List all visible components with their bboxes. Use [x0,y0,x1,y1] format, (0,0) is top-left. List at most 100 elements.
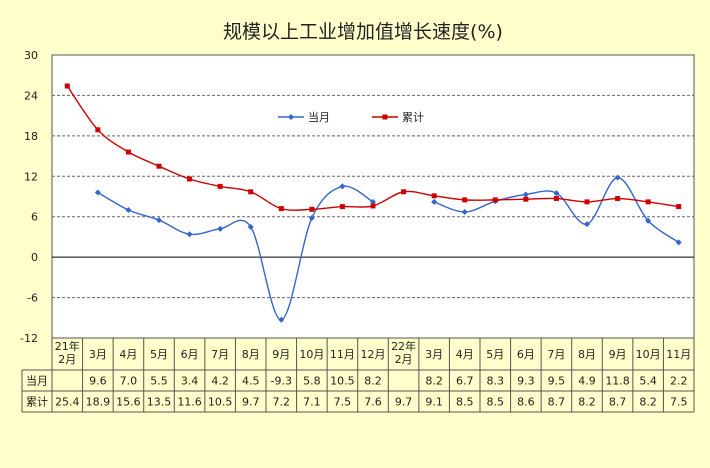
data-label: 15.6 [116,396,141,409]
x-tick-label: 4月 [456,348,474,361]
table-row-label: 累计 [26,396,48,409]
data-point [339,204,345,210]
data-label: 7.2 [273,396,291,409]
y-axis: -12 -6 0 6 12 18 24 30 [20,49,38,345]
x-tick-label: 2月 [395,353,413,366]
data-point [645,199,651,205]
y-tick-label: 0 [31,251,38,264]
x-tick-label: 21年 [55,339,80,353]
data-label: 8.2 [639,396,657,409]
data-point [187,176,193,182]
data-label: 8.5 [456,396,474,409]
data-point [431,193,437,199]
table-row-label: 当月 [26,374,48,388]
data-point [462,197,468,203]
data-point [94,189,101,196]
x-tick-label: 3月 [425,348,443,361]
data-point [156,217,162,224]
data-point [553,190,560,197]
x-tick-label: 3月 [89,348,107,361]
plot-area [51,54,695,339]
legend-label: 当月 [308,110,330,124]
x-tick-label: 4月 [119,348,137,361]
data-label: 11.8 [605,375,630,388]
x-tick-label: 8月 [578,348,596,361]
data-label: 9.6 [89,375,107,388]
data-label: 6.7 [456,375,474,388]
data-point [584,199,590,205]
chart-title: 规模以上工业增加值增长速度(%) [223,21,503,43]
y-tick-label: 12 [24,170,38,183]
data-point [614,174,621,181]
x-tick-label: 9月 [272,348,290,361]
x-tick-label: 10月 [299,348,324,361]
data-label: 2.2 [670,375,688,388]
x-tick-label: 8月 [242,348,260,361]
y-tick-label: -12 [20,332,38,345]
data-point [156,163,162,169]
data-point [431,198,438,205]
data-point [401,189,407,195]
data-label: 10.5 [330,375,355,388]
x-tick-label: 2月 [58,353,76,366]
y-tick-label: 18 [24,130,38,143]
data-label: 3.4 [181,375,199,388]
y-tick-label: -6 [27,292,38,305]
data-point [676,204,682,210]
data-label: 8.2 [364,375,382,388]
data-label: 13.5 [147,396,172,409]
data-label: 7.0 [120,375,138,388]
x-tick-label: 11月 [330,348,355,361]
y-tick-label: 24 [24,89,38,102]
data-label: -9.3 [271,375,292,388]
data-point [64,83,70,89]
data-label: 25.4 [55,396,80,409]
x-tick-label: 7月 [211,348,229,361]
data-point [523,196,529,202]
grid-layer [51,54,695,339]
series-line-monthly [97,185,374,321]
series-layer [64,83,682,323]
data-label: 9.7 [395,396,413,409]
data-label: 9.3 [517,375,535,388]
data-point [308,215,315,222]
data-point [522,191,529,198]
data-point [125,206,132,213]
data-label: 9.1 [425,396,443,409]
legend-marker [288,114,294,120]
data-point [645,217,652,224]
data-label: 8.2 [425,375,443,388]
data-label: 7.1 [303,396,321,409]
data-label: 9.5 [548,375,566,388]
data-point [95,127,101,133]
legend-label: 累计 [402,111,424,124]
legend-marker [382,114,388,120]
data-point [217,225,224,232]
data-point [278,316,285,323]
data-label: 8.6 [517,396,535,409]
data-point [309,206,315,212]
data-point [247,223,254,230]
data-point [339,183,346,190]
data-label: 7.5 [670,396,688,409]
data-point [461,208,468,215]
data-label: 18.9 [86,396,111,409]
data-point [248,189,254,195]
data-label: 8.7 [548,396,566,409]
data-label: 5.4 [639,375,657,388]
data-point [615,196,621,202]
x-tick-label: 11月 [666,348,691,361]
data-label: 8.5 [487,396,505,409]
data-point [584,221,590,228]
data-label: 4.2 [211,375,229,388]
x-tick-label: 12月 [361,348,386,361]
x-tick-label: 9月 [609,348,627,361]
data-point [370,203,376,209]
data-label: 5.8 [303,375,321,388]
data-point [125,149,131,155]
x-tick-label: 6月 [517,348,535,361]
x-tick-label: 10月 [636,348,661,361]
y-tick-label: 6 [31,211,38,224]
